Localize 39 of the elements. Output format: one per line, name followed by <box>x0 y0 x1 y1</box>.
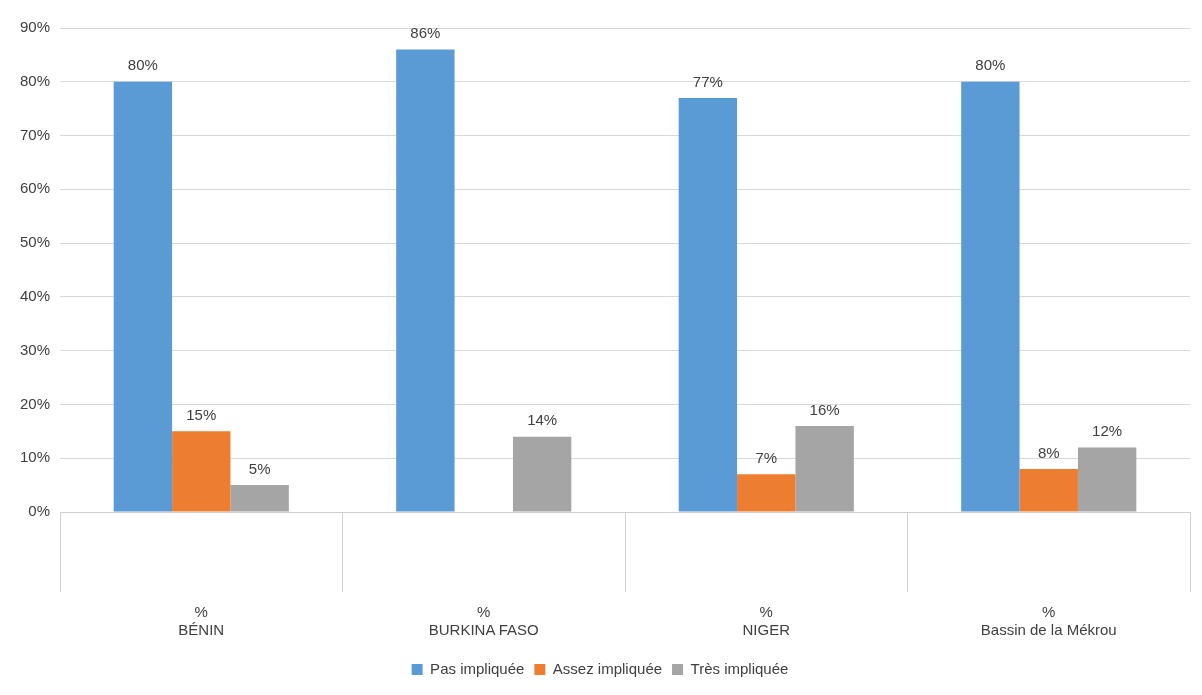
bar <box>961 81 1020 512</box>
bar <box>396 49 455 512</box>
y-tick-label: 60% <box>19 179 51 197</box>
bar <box>1019 468 1078 512</box>
data-label: 8% <box>1037 443 1060 461</box>
data-label: 7% <box>755 449 778 466</box>
y-tick-label: 80% <box>19 71 51 89</box>
bar <box>113 81 173 512</box>
bar <box>172 431 231 512</box>
data-label: 77% <box>692 72 723 90</box>
x-tick-label: % BURKINA FASO <box>428 603 539 639</box>
legend-label: Assez impliquée <box>552 659 663 677</box>
y-tick-label: 20% <box>19 394 51 412</box>
x-tick-label: % NIGER <box>742 603 791 639</box>
data-label: 14% <box>527 411 558 429</box>
x-tick-label: % Bassin de la Mékrou <box>980 603 1117 639</box>
data-label: 80% <box>127 56 158 74</box>
legend-label: Très impliquée <box>690 659 789 677</box>
data-label: 80% <box>975 56 1006 74</box>
data-label: 16% <box>809 400 840 418</box>
y-tick-label: 50% <box>19 233 51 251</box>
data-label: 12% <box>1092 422 1123 440</box>
y-tick-label: 10% <box>19 448 51 466</box>
y-tick-label: 70% <box>19 125 51 143</box>
y-tick-label: 30% <box>19 340 51 358</box>
bar <box>1077 447 1137 512</box>
bar <box>230 485 289 512</box>
y-tick-label: 90% <box>19 18 51 36</box>
legend-label: Pas impliquée <box>430 659 525 677</box>
x-tick-label: % BÉNIN <box>178 603 225 639</box>
bar <box>512 436 572 512</box>
data-label: 5% <box>248 459 271 477</box>
y-tick-label: 40% <box>19 287 51 305</box>
bar <box>678 97 738 512</box>
data-label: 86% <box>410 24 441 42</box>
y-tick-label: 0% <box>28 502 51 520</box>
bar <box>795 425 854 512</box>
data-label: 15% <box>186 405 217 423</box>
bar <box>737 474 796 512</box>
